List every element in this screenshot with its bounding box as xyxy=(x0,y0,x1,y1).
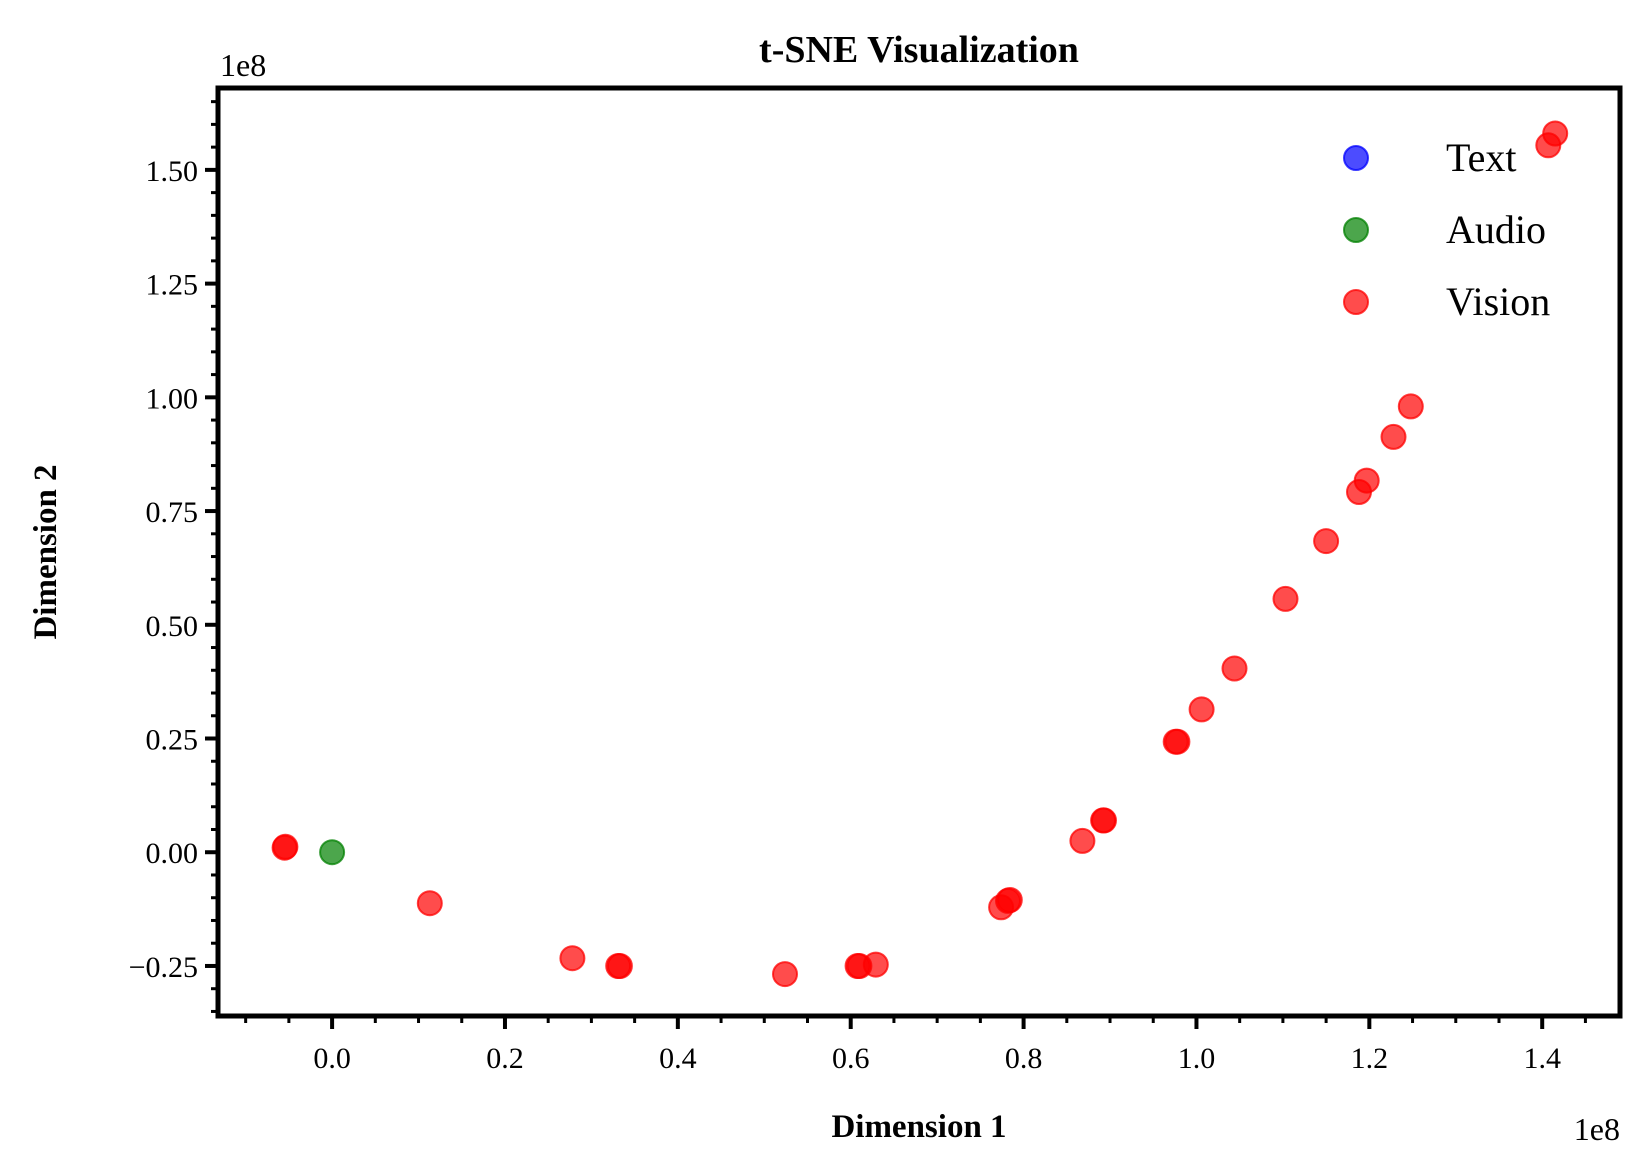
y-offset-label: 1e8 xyxy=(220,47,266,83)
legend-label-audio: Audio xyxy=(1446,207,1546,252)
y-tick-label: 0.50 xyxy=(146,610,199,643)
point-vision xyxy=(1091,807,1117,834)
point-vision xyxy=(1353,467,1380,494)
point-vision xyxy=(606,953,633,979)
y-tick-label: 1.25 xyxy=(146,269,199,302)
x-tick-label: 0.0 xyxy=(313,1042,351,1075)
legend-label-vision: Vision xyxy=(1446,279,1550,324)
y-tick-label: 0.00 xyxy=(146,837,199,870)
x-tick-label: 0.6 xyxy=(832,1042,870,1075)
legend: Text Audio Vision xyxy=(1343,135,1550,324)
x-tick-label: 1.4 xyxy=(1523,1042,1561,1075)
point-vision xyxy=(559,945,586,972)
point-vision xyxy=(1542,120,1569,147)
y-tick-label: 1.50 xyxy=(146,155,199,188)
point-vision xyxy=(416,890,443,917)
point-vision xyxy=(772,961,798,988)
point-vision xyxy=(1397,393,1424,420)
x-axis-label: Dimension 1 xyxy=(831,1109,1006,1145)
point-vision xyxy=(1164,728,1191,755)
chart-title: t-SNE Visualization xyxy=(759,29,1079,71)
point-vision xyxy=(1313,528,1340,555)
y-tick-label: −0.25 xyxy=(129,951,198,984)
point-vision xyxy=(1069,827,1096,854)
legend-marker-vision xyxy=(1343,289,1369,315)
y-tick-label: 0.25 xyxy=(146,724,199,757)
point-vision xyxy=(996,887,1023,913)
x-offset-label: 1e8 xyxy=(1574,1111,1620,1147)
y-tick-label: 0.75 xyxy=(146,496,199,529)
y-axis-label: Dimension 2 xyxy=(28,464,64,639)
x-tick-label: 1.2 xyxy=(1351,1042,1389,1075)
x-tick-label: 0.2 xyxy=(486,1042,524,1075)
point-audio xyxy=(319,839,346,866)
point-vision xyxy=(1380,423,1407,450)
x-tick-label: 0.8 xyxy=(1005,1042,1043,1075)
point-vision xyxy=(1221,655,1248,682)
x-tick-label: 1.0 xyxy=(1178,1042,1216,1075)
y-tick-label: 1.00 xyxy=(146,382,199,415)
legend-marker-audio xyxy=(1343,217,1369,243)
legend-label-text: Text xyxy=(1446,135,1517,180)
point-vision xyxy=(1272,585,1299,612)
ticks-layer: 0.0 0.2 0.4 0.6 0.8 1.0 1.2 1.4 −0.25 0.00 0.25 0.5… xyxy=(129,100,1587,1075)
x-tick-label: 0.4 xyxy=(659,1042,697,1075)
point-vision xyxy=(862,951,889,978)
point-vision xyxy=(272,833,299,860)
plot-frame xyxy=(215,85,1623,1019)
point-vision xyxy=(1188,696,1215,723)
points-layer xyxy=(271,120,1569,988)
legend-marker-text xyxy=(1343,145,1369,171)
